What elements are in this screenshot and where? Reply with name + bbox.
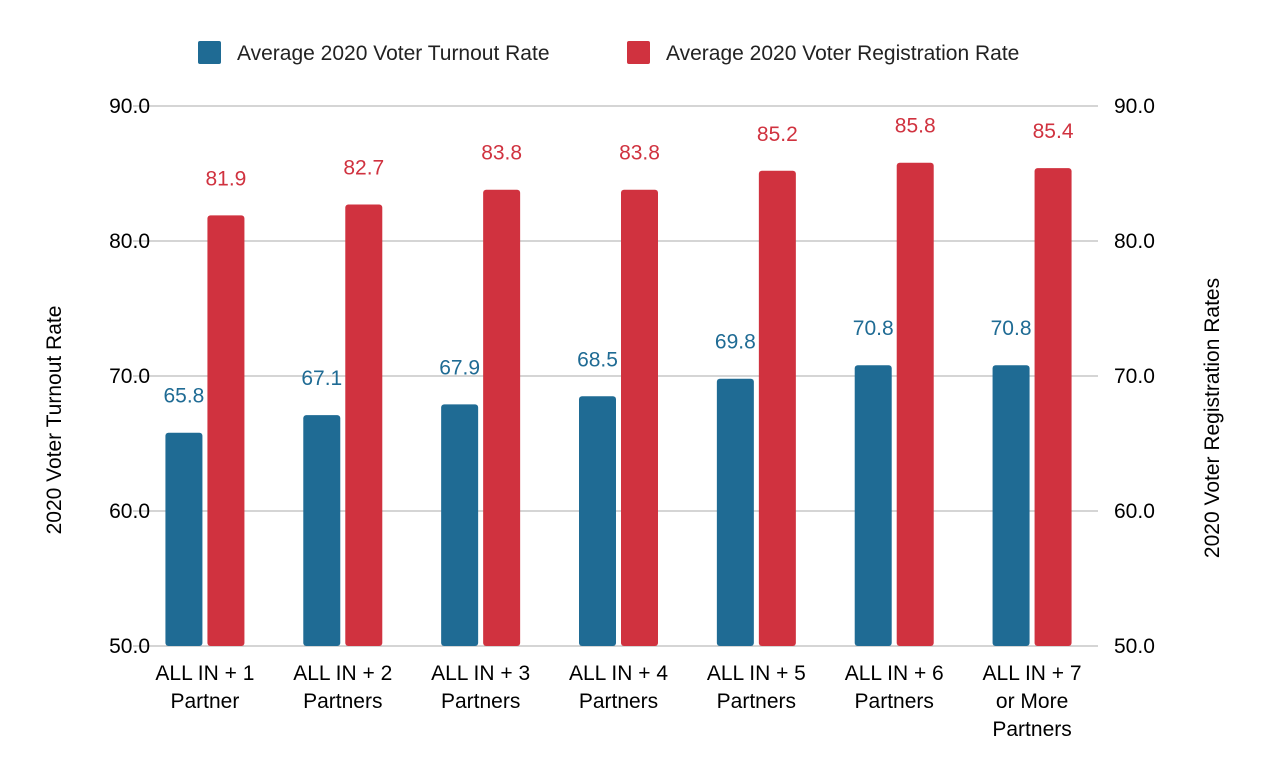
turnout-data-label: 67.1 [301, 367, 342, 390]
turnout-bar [716, 378, 754, 646]
registration-data-label: 85.8 [895, 115, 936, 138]
registration-bar [207, 215, 245, 646]
registration-bar [621, 189, 658, 646]
registration-data-label: 83.8 [481, 142, 522, 165]
registration-bar [483, 189, 521, 646]
right-tick-label: 60.0 [1114, 500, 1155, 523]
right-tick-label: 70.0 [1114, 365, 1155, 388]
category-label: ALL IN + 7 or More Partners [983, 662, 1082, 741]
turnout-data-label: 67.9 [439, 356, 480, 379]
legend-swatch-turnout [198, 41, 221, 64]
left-tick-label: 70.0 [109, 365, 150, 388]
left-tick-label: 50.0 [109, 635, 150, 658]
category-label: ALL IN + 3 Partners [431, 662, 530, 713]
registration-data-label: 85.2 [757, 123, 798, 146]
category-label: ALL IN + 6 Partners [845, 662, 944, 713]
turnout-data-label: 70.8 [853, 317, 894, 340]
category-label: ALL IN + 2 Partners [293, 662, 392, 713]
registration-bar [345, 204, 383, 647]
legend-label-registration: Average 2020 Voter Registration Rate [666, 42, 1019, 65]
left-axis-title: 2020 Voter Turnout Rate [43, 306, 66, 535]
turnout-data-label: 70.8 [991, 317, 1032, 340]
registration-bar [896, 162, 934, 646]
data-labels: 65.8 81.9 67.1 82.7 67.9 83.8 68.5 83.8 69.8 85.2… [163, 115, 1073, 408]
turnout-bar [579, 396, 616, 646]
registration-data-label: 82.7 [343, 157, 384, 180]
legend-swatch-registration [627, 41, 650, 64]
turnout-data-label: 65.8 [163, 385, 204, 408]
registration-data-label: 81.9 [205, 167, 246, 190]
right-axis-ticks: 50.0 60.0 70.0 80.0 90.0 [1114, 95, 1155, 658]
category-label: ALL IN + 4 Partners [569, 662, 668, 713]
registration-bar [1034, 168, 1072, 646]
right-tick-label: 50.0 [1114, 635, 1155, 658]
category-label: ALL IN + 5 Partners [707, 662, 806, 713]
gridlines [133, 105, 1098, 647]
registration-bar [758, 170, 796, 647]
category-label: ALL IN + 1 Partner [155, 662, 254, 713]
turnout-bar [992, 365, 1030, 646]
x-axis-labels: ALL IN + 1 Partner ALL IN + 2 Partners ALL I… [155, 662, 1081, 741]
legend: Average 2020 Voter Turnout Rate Average 2… [198, 41, 1019, 65]
right-axis-title: 2020 Voter Registration Rates [1201, 278, 1224, 558]
turnout-data-label: 68.5 [577, 348, 618, 371]
right-tick-label: 80.0 [1114, 230, 1155, 253]
left-axis-ticks: 50.0 60.0 70.0 80.0 90.0 [109, 95, 150, 658]
turnout-bar [441, 404, 479, 646]
registration-data-label: 85.4 [1033, 120, 1074, 143]
turnout-data-label: 69.8 [715, 331, 756, 354]
turnout-bar [165, 432, 203, 646]
turnout-bar [854, 365, 892, 646]
turnout-bar [303, 415, 341, 646]
left-tick-label: 90.0 [109, 95, 150, 118]
left-tick-label: 60.0 [109, 500, 150, 523]
right-tick-label: 90.0 [1114, 95, 1155, 118]
legend-label-turnout: Average 2020 Voter Turnout Rate [237, 42, 550, 65]
left-tick-label: 80.0 [109, 230, 150, 253]
bars [165, 162, 1072, 647]
registration-data-label: 83.8 [619, 142, 660, 165]
